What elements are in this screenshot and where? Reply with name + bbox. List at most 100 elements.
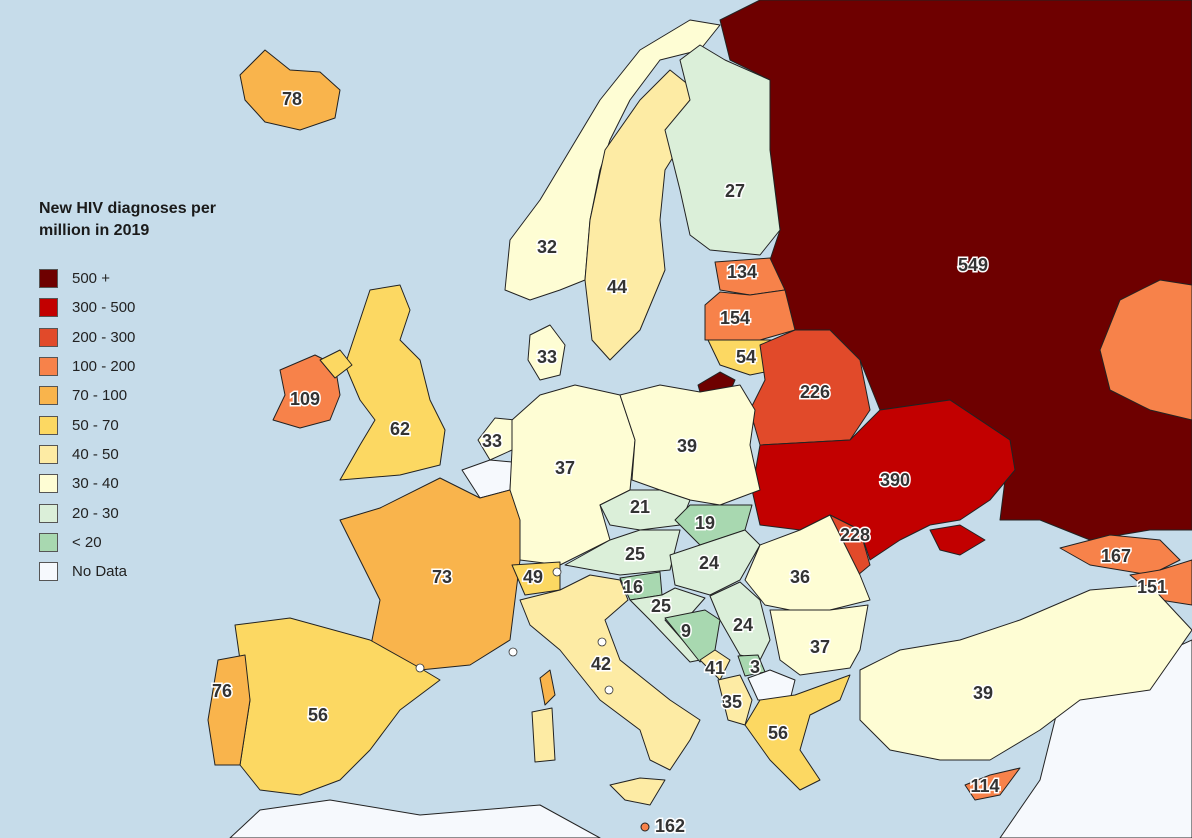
legend-swatch xyxy=(39,532,58,552)
city-marker xyxy=(597,637,607,647)
legend-swatch xyxy=(39,444,58,464)
legend-label: < 20 xyxy=(72,533,102,551)
country-romania xyxy=(744,514,871,611)
label-lithuania: 54 xyxy=(736,347,756,367)
city-marker xyxy=(604,685,614,695)
label-finland: 27 xyxy=(725,181,745,201)
label-czechia: 21 xyxy=(630,497,650,517)
label-spain: 56 xyxy=(308,705,328,725)
label-ireland: 109 xyxy=(290,389,320,409)
label-poland: 39 xyxy=(677,436,697,456)
legend-label: 300 - 500 xyxy=(72,299,136,317)
country-north-macedonia xyxy=(747,669,796,701)
legend-label: 20 - 30 xyxy=(72,504,119,522)
country-ireland xyxy=(272,354,341,429)
legend-label: 70 - 100 xyxy=(72,387,128,405)
label-hungary: 24 xyxy=(699,553,719,573)
country-serbia xyxy=(709,581,771,661)
label-france: 73 xyxy=(432,567,452,587)
city-markers xyxy=(415,567,614,695)
label-belarus: 226 xyxy=(800,382,830,402)
country-italy xyxy=(519,574,701,771)
label-romania: 36 xyxy=(790,567,810,587)
legend-label: 500 + xyxy=(72,270,110,288)
legend-label: 200 - 300 xyxy=(72,328,136,346)
legend-swatch xyxy=(39,415,58,435)
country-cyprus xyxy=(964,767,1021,801)
label-denmark: 33 xyxy=(537,347,557,367)
country-greece xyxy=(744,674,851,791)
country-ukraine-crimea xyxy=(929,524,986,556)
label-bosnia: 9 xyxy=(681,621,691,641)
country-italy-sardinia xyxy=(531,707,556,763)
label-iceland: 78 xyxy=(282,89,302,109)
label-switzerland: 49 xyxy=(523,567,543,587)
label-russia: 549 xyxy=(958,255,988,275)
legend: New HIV diagnoses per million in 2019 500… xyxy=(39,198,216,586)
country-belarus xyxy=(749,329,871,446)
country-iceland xyxy=(239,49,341,131)
legend-label: 100 - 200 xyxy=(72,358,136,376)
country-albania xyxy=(717,674,753,726)
label-kosovo: 3 xyxy=(750,657,760,677)
legend-item: 100 - 200 xyxy=(39,352,216,381)
legend-item: 70 - 100 xyxy=(39,381,216,410)
legend-swatch xyxy=(39,503,58,523)
legend-item: 30 - 40 xyxy=(39,469,216,498)
label-slovakia: 19 xyxy=(695,513,715,533)
legend-swatch xyxy=(39,357,58,377)
country-norway xyxy=(504,19,721,301)
country-kazakhstan xyxy=(1099,279,1192,421)
legend-label: No Data xyxy=(72,563,128,581)
label-slovenia: 16 xyxy=(623,577,643,597)
label-italy: 42 xyxy=(591,654,611,674)
country-bulgaria xyxy=(769,604,869,676)
country-bosnia xyxy=(664,609,721,663)
country-austria xyxy=(564,529,681,576)
legend-label: 40 - 50 xyxy=(72,445,119,463)
country-germany xyxy=(509,384,636,566)
legend-title: New HIV diagnoses per million in 2019 xyxy=(39,198,216,242)
legend-swatch xyxy=(39,298,58,318)
label-uk: 62 xyxy=(390,419,410,439)
country-portugal xyxy=(207,654,251,766)
country-uk-northern-ireland xyxy=(319,349,353,379)
country-france xyxy=(339,477,531,671)
legend-swatch xyxy=(39,327,58,347)
legend-swatch xyxy=(39,474,58,494)
legend-label: 50 - 70 xyxy=(72,416,119,434)
label-montenegro: 41 xyxy=(705,658,725,678)
country-france-corsica xyxy=(539,669,556,706)
legend-item: 50 - 70 xyxy=(39,410,216,439)
country-denmark xyxy=(527,324,566,381)
legend-label: 30 - 40 xyxy=(72,475,119,493)
label-armenia: 151 xyxy=(1137,577,1167,597)
label-cyprus: 114 xyxy=(970,776,999,796)
label-moldova: 228 xyxy=(840,525,870,545)
country-ukraine xyxy=(751,399,1016,561)
label-sweden: 44 xyxy=(607,277,627,297)
legend-item: < 20 xyxy=(39,528,216,557)
label-georgia: 167 xyxy=(1101,546,1131,566)
legend-swatch xyxy=(39,562,58,582)
country-sweden xyxy=(584,69,696,361)
label-albania: 35 xyxy=(722,692,742,712)
country-finland xyxy=(664,44,781,256)
label-malta: 162 xyxy=(655,816,685,836)
country-georgia xyxy=(1059,534,1181,576)
country-montenegro xyxy=(699,649,731,681)
label-ukraine: 390 xyxy=(880,470,910,490)
legend-swatch xyxy=(39,386,58,406)
label-greece: 56 xyxy=(768,723,788,743)
region-north-africa xyxy=(229,799,601,838)
legend-swatch xyxy=(39,269,58,289)
label-serbia: 24 xyxy=(733,615,753,635)
label-latvia: 154 xyxy=(720,308,750,328)
country-poland xyxy=(619,384,761,506)
label-turkey: 39 xyxy=(973,683,993,703)
city-marker xyxy=(415,663,425,673)
label-netherlands: 33 xyxy=(482,431,502,451)
label-norway: 32 xyxy=(537,237,557,257)
country-uk xyxy=(339,284,446,481)
